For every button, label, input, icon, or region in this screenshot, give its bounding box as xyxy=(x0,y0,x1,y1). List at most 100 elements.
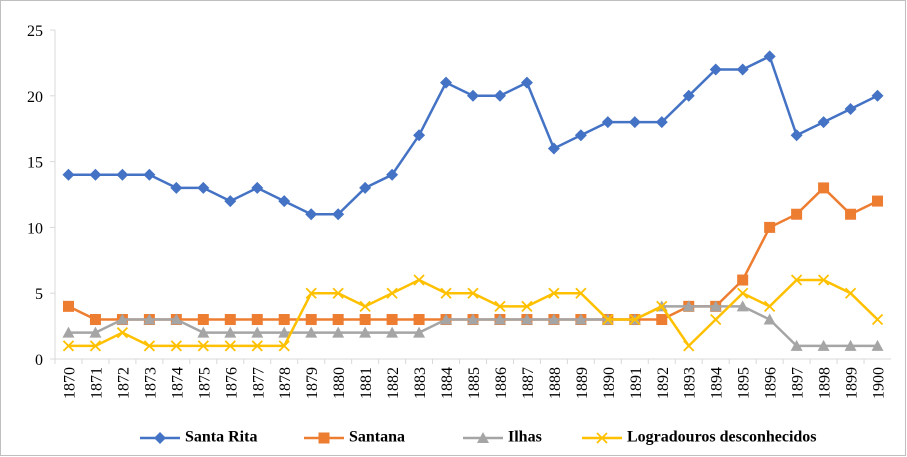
marker xyxy=(305,326,318,338)
marker xyxy=(736,63,749,76)
x-tick-label: 1900 xyxy=(871,367,888,399)
marker xyxy=(386,168,399,181)
marker xyxy=(493,313,506,325)
x-tick-label: 1885 xyxy=(466,367,483,399)
y-tick-label: 0 xyxy=(35,352,43,369)
marker xyxy=(89,168,102,181)
y-tick-label: 20 xyxy=(27,89,43,106)
marker xyxy=(224,340,236,352)
y-tick-label: 10 xyxy=(27,220,43,237)
marker xyxy=(62,300,74,312)
marker xyxy=(278,314,290,326)
x-tick-label: 1887 xyxy=(520,367,537,399)
marker xyxy=(197,326,210,338)
marker xyxy=(197,314,209,326)
marker xyxy=(655,116,668,129)
marker xyxy=(520,76,533,89)
y-tick-label: 25 xyxy=(27,23,43,40)
marker xyxy=(116,168,129,181)
marker xyxy=(628,116,641,129)
marker xyxy=(790,339,803,351)
marker xyxy=(791,208,803,220)
marker xyxy=(737,287,749,299)
x-tick-label: 1883 xyxy=(412,367,429,399)
marker xyxy=(682,89,695,102)
marker xyxy=(170,181,183,194)
marker xyxy=(413,326,426,338)
marker xyxy=(872,195,884,207)
marker xyxy=(440,76,453,89)
marker xyxy=(521,300,533,312)
marker xyxy=(601,116,614,129)
x-tick-label: 1878 xyxy=(277,367,294,399)
marker xyxy=(844,287,857,299)
marker xyxy=(602,313,614,326)
marker xyxy=(386,326,399,338)
marker xyxy=(871,313,884,326)
marker xyxy=(440,313,453,325)
x-tick-label: 1894 xyxy=(709,367,726,399)
marker xyxy=(89,326,102,338)
marker xyxy=(332,287,344,299)
x-tick-label: 1892 xyxy=(655,367,672,399)
marker xyxy=(224,195,237,208)
marker xyxy=(359,300,371,312)
marker xyxy=(197,340,209,352)
marker xyxy=(656,314,668,326)
marker xyxy=(305,287,317,299)
marker xyxy=(62,326,75,338)
marker xyxy=(493,89,506,102)
marker xyxy=(520,313,533,325)
marker xyxy=(817,116,830,129)
marker xyxy=(116,313,129,325)
marker xyxy=(596,432,608,444)
x-tick-label: 1870 xyxy=(61,367,78,399)
marker xyxy=(845,208,857,220)
marker xyxy=(656,300,668,312)
marker xyxy=(413,274,425,286)
x-tick-label: 1877 xyxy=(250,367,267,399)
marker xyxy=(710,313,722,326)
x-tick-label: 1895 xyxy=(736,367,753,399)
marker xyxy=(154,432,166,444)
marker xyxy=(547,142,560,155)
marker xyxy=(386,287,398,299)
x-tick-label: 1873 xyxy=(142,367,159,399)
legend-label: Santa Rita xyxy=(185,429,257,446)
x-tick-label: 1889 xyxy=(574,367,591,399)
marker xyxy=(790,274,803,286)
y-tick-label: 15 xyxy=(27,155,43,172)
marker xyxy=(359,181,372,194)
marker xyxy=(413,129,426,142)
marker xyxy=(251,181,264,194)
marker xyxy=(790,129,803,142)
x-tick-label: 1874 xyxy=(169,367,186,399)
marker xyxy=(763,313,776,325)
marker xyxy=(332,314,344,326)
legend-label: Ilhas xyxy=(508,429,542,446)
x-tick-label: 1876 xyxy=(223,367,240,399)
x-tick-label: 1888 xyxy=(547,367,564,399)
marker xyxy=(143,340,156,352)
marker xyxy=(629,313,641,326)
marker xyxy=(143,168,156,181)
marker xyxy=(467,313,479,325)
marker xyxy=(494,300,506,312)
marker xyxy=(764,300,776,312)
marker xyxy=(278,326,291,338)
marker xyxy=(467,89,479,102)
marker xyxy=(844,102,857,115)
marker xyxy=(764,221,776,233)
marker xyxy=(62,340,75,352)
marker xyxy=(574,313,587,325)
marker xyxy=(817,274,830,286)
marker xyxy=(817,339,830,351)
marker xyxy=(251,314,263,326)
x-tick-label: 1886 xyxy=(493,367,510,399)
marker xyxy=(318,432,330,444)
legend-label: Logradouros desconhecidos xyxy=(627,429,817,446)
marker xyxy=(89,340,102,352)
marker xyxy=(305,314,317,326)
x-tick-label: 1899 xyxy=(844,367,861,399)
